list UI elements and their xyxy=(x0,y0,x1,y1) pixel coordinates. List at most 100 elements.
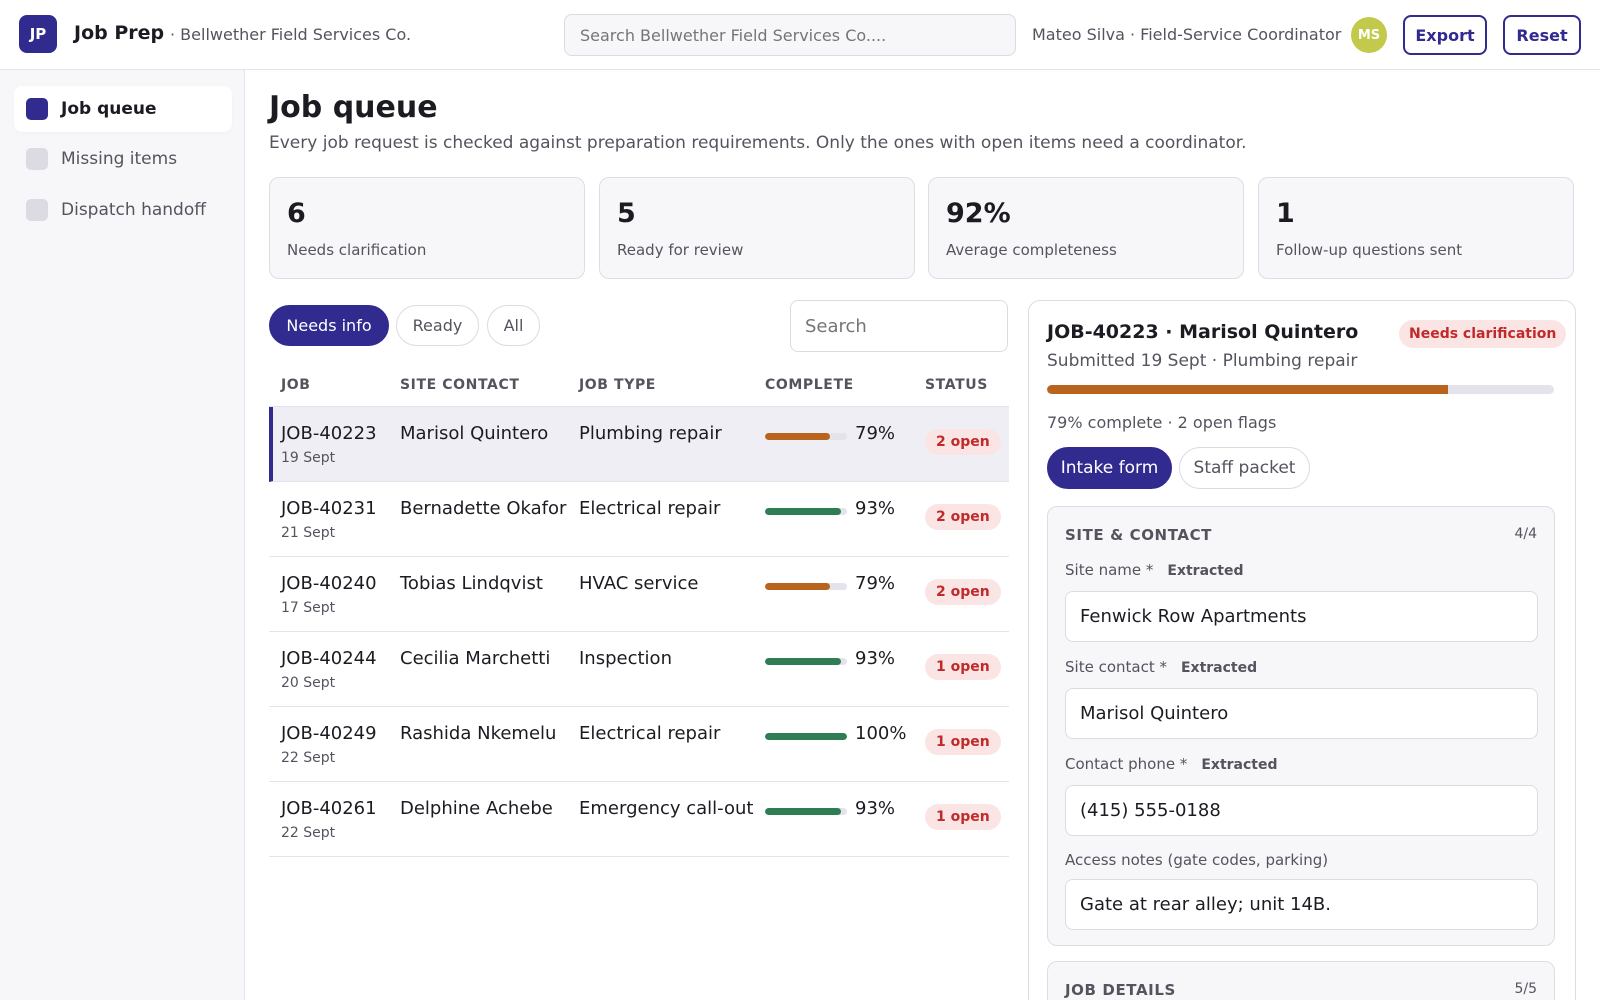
site-contact: Marisol Quintero xyxy=(400,423,549,444)
column-header-job-type[interactable]: JOB TYPE xyxy=(579,377,656,393)
table-row[interactable]: JOB-40244 20 Sept Cecilia Marchetti Insp… xyxy=(269,632,1009,707)
sidebar-item-label: Dispatch handoff xyxy=(61,200,206,220)
status-badge: 1 open xyxy=(925,654,1001,680)
table-row[interactable]: JOB-40249 22 Sept Rashida Nkemelu Electr… xyxy=(269,707,1009,782)
filter-ready[interactable]: Ready xyxy=(396,305,479,346)
completeness-bar xyxy=(765,508,847,515)
field-label: Access notes (gate codes, parking) xyxy=(1065,851,1328,869)
job-details-section: JOB DETAILS 5/5 xyxy=(1047,961,1555,1000)
status-badge: Needs clarification xyxy=(1399,320,1567,348)
job-date: 22 Sept xyxy=(281,825,336,841)
completeness-bar-fill xyxy=(765,433,830,440)
global-search-input[interactable] xyxy=(564,14,1016,56)
job-type: HVAC service xyxy=(579,573,699,594)
stat-label: Average completeness xyxy=(946,241,1117,259)
completeness-bar-fill xyxy=(765,658,842,665)
status-badge: 2 open xyxy=(925,579,1001,605)
job-type: Electrical repair xyxy=(579,723,721,744)
status-badge: 2 open xyxy=(925,429,1001,455)
completeness-bar xyxy=(765,733,847,740)
access-notes-field[interactable] xyxy=(1065,879,1538,930)
site-name-field[interactable] xyxy=(1065,591,1538,642)
job-type: Plumbing repair xyxy=(579,423,722,444)
job-id: JOB-40244 xyxy=(281,648,377,669)
detail-progress-meta: 79% complete · 2 open flags xyxy=(1047,413,1277,432)
table-row[interactable]: JOB-40231 21 Sept Bernadette Okafor Elec… xyxy=(269,482,1009,557)
org-name: · Bellwether Field Services Co. xyxy=(170,25,412,44)
status-badge: 2 open xyxy=(925,504,1001,530)
stat-card-average-completeness: 92% Average completeness xyxy=(928,177,1244,279)
column-header-complete[interactable]: COMPLETE xyxy=(765,377,854,393)
page-title: Job queue xyxy=(269,90,438,125)
column-header-job[interactable]: JOB xyxy=(281,377,311,393)
site-contact: Bernadette Okafor xyxy=(400,498,567,519)
section-title: JOB DETAILS xyxy=(1065,981,1176,999)
table-row[interactable]: JOB-40240 17 Sept Tobias Lindqvist HVAC … xyxy=(269,557,1009,632)
column-header-status[interactable]: STATUS xyxy=(925,377,988,393)
site-contact-field[interactable] xyxy=(1065,688,1538,739)
table-row[interactable]: JOB-40223 19 Sept Marisol Quintero Plumb… xyxy=(269,407,1009,482)
stat-value: 92% xyxy=(946,198,1011,229)
column-header-site-contact[interactable]: SITE CONTACT xyxy=(400,377,520,393)
extracted-tag: Extracted xyxy=(1167,563,1244,579)
job-id: JOB-40223 xyxy=(281,423,377,444)
status-badge: 1 open xyxy=(925,729,1001,755)
completeness-value: 93% xyxy=(855,798,896,819)
detail-progress-bar xyxy=(1047,385,1554,394)
table-row[interactable]: JOB-40261 22 Sept Delphine Achebe Emerge… xyxy=(269,782,1009,857)
sidebar-item-label: Missing items xyxy=(61,149,178,169)
contact-phone-field[interactable] xyxy=(1065,785,1538,836)
section-title: SITE & CONTACT xyxy=(1065,526,1213,544)
job-date: 19 Sept xyxy=(281,450,336,466)
job-type: Emergency call-out xyxy=(579,798,754,819)
detail-subtitle: Submitted 19 Sept · Plumbing repair xyxy=(1047,351,1358,371)
sidebar: Job queue Missing items Dispatch handoff xyxy=(0,70,245,1000)
detail-title: JOB-40223 · Marisol Quintero xyxy=(1047,321,1359,343)
extracted-tag: Extracted xyxy=(1201,757,1278,773)
completeness-value: 79% xyxy=(855,423,896,444)
field-label-text: Access notes (gate codes, parking) xyxy=(1065,851,1329,869)
job-search-input[interactable] xyxy=(790,300,1008,352)
completeness-value: 100% xyxy=(855,723,907,744)
job-id: JOB-40231 xyxy=(281,498,377,519)
sidebar-item-missing-items[interactable]: Missing items xyxy=(14,136,232,182)
completeness-bar-fill xyxy=(765,583,830,590)
stat-label: Ready for review xyxy=(617,241,744,259)
site-contact: Rashida Nkemelu xyxy=(400,723,557,744)
tab-staff-packet[interactable]: Staff packet xyxy=(1179,447,1310,489)
stat-card-follow-up-questions: 1 Follow-up questions sent xyxy=(1258,177,1574,279)
tab-intake-form[interactable]: Intake form xyxy=(1047,447,1172,489)
site-contact: Cecilia Marchetti xyxy=(400,648,551,669)
export-button[interactable]: Export xyxy=(1403,15,1487,55)
sidebar-item-dispatch-handoff[interactable]: Dispatch handoff xyxy=(14,187,232,233)
nav-square-icon xyxy=(26,199,48,221)
avatar[interactable]: MS xyxy=(1351,17,1387,53)
sidebar-item-job-queue[interactable]: Job queue xyxy=(14,86,232,132)
completeness-value: 79% xyxy=(855,573,896,594)
section-count: 4/4 xyxy=(1514,526,1537,542)
nav-square-icon xyxy=(26,148,48,170)
completeness-bar xyxy=(765,808,847,815)
top-bar: JP Job Prep · Bellwether Field Services … xyxy=(0,0,1600,70)
stat-card-needs-clarification: 6 Needs clarification xyxy=(269,177,585,279)
completeness-bar-fill xyxy=(765,508,842,515)
job-date: 21 Sept xyxy=(281,525,336,541)
filter-all[interactable]: All xyxy=(487,305,540,346)
site-contact: Tobias Lindqvist xyxy=(400,573,543,594)
field-label-text: Contact phone * xyxy=(1065,755,1188,773)
completeness-bar xyxy=(765,583,847,590)
reset-button[interactable]: Reset xyxy=(1503,15,1581,55)
stat-label: Needs clarification xyxy=(287,241,427,259)
page-subtitle: Every job request is checked against pre… xyxy=(269,133,1247,153)
filter-needs-info[interactable]: Needs info xyxy=(269,305,389,346)
stat-card-ready-for-review: 5 Ready for review xyxy=(599,177,915,279)
table-header-divider xyxy=(269,406,1009,407)
job-detail-panel: JOB-40223 · Marisol Quintero Needs clari… xyxy=(1028,300,1576,1000)
job-date: 22 Sept xyxy=(281,750,336,766)
section-count: 5/5 xyxy=(1514,981,1537,997)
job-id: JOB-40261 xyxy=(281,798,377,819)
job-type: Electrical repair xyxy=(579,498,721,519)
completeness-bar xyxy=(765,658,847,665)
status-badge: 1 open xyxy=(925,804,1001,830)
site-contact-section: SITE & CONTACT 4/4 Site name * Extracted … xyxy=(1047,506,1555,946)
